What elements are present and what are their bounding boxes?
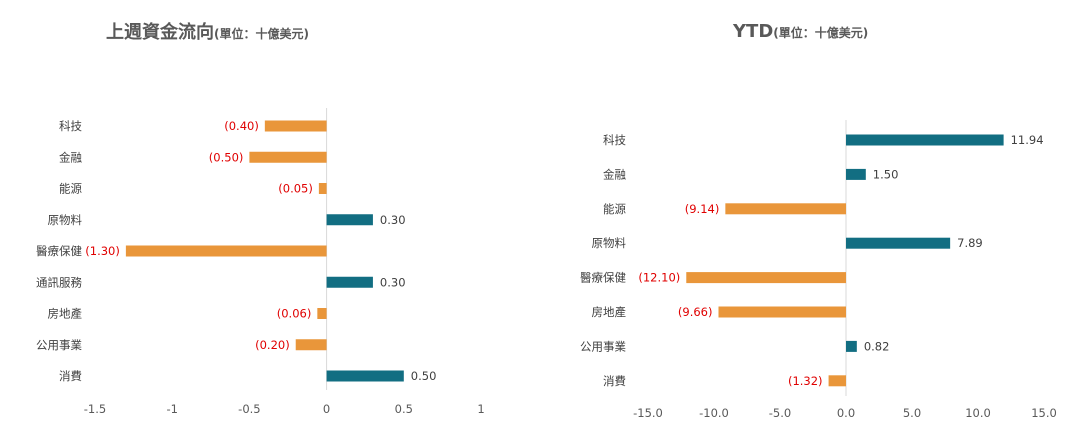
weekly-data-label: 0.50 [411, 369, 437, 383]
weekly-x-tick-label: 0 [323, 402, 330, 416]
weekly-bar [326, 276, 373, 288]
ytd-bar [725, 203, 846, 215]
weekly-x-tick-label: 0.5 [395, 402, 413, 416]
weekly-data-label: (0.20) [255, 338, 290, 352]
weekly-bar [249, 151, 327, 163]
weekly-category-label: 醫療保健 [36, 244, 82, 258]
ytd-category-label: 房地產 [592, 305, 627, 319]
ytd-bar [686, 272, 846, 284]
weekly-category-label: 房地產 [48, 307, 83, 321]
ytd-bar [846, 168, 866, 180]
weekly-category-label: 金融 [59, 150, 82, 164]
weekly-x-tick-label: 1 [477, 402, 484, 416]
ytd-data-label: (1.32) [788, 374, 823, 388]
weekly-bar [317, 308, 327, 319]
weekly-category-label: 公用事業 [36, 338, 82, 352]
ytd-category-label: 原物料 [592, 236, 627, 250]
ytd-chart-heading: YTD(單位：十億美元) [732, 21, 868, 42]
weekly-x-tick-label: -0.5 [238, 402, 260, 416]
ytd-data-label: 11.94 [1011, 133, 1044, 147]
weekly-data-label: (0.06) [277, 307, 312, 321]
weekly-data-label: (0.40) [224, 119, 259, 133]
ytd-chart-title: YTD [732, 21, 773, 42]
ytd-chart-unit: (單位：十億美元) [773, 25, 868, 40]
ytd-category-label: 消費 [603, 374, 626, 388]
weekly-bar [264, 120, 327, 132]
ytd-bar [718, 306, 846, 318]
weekly-data-label: 0.30 [380, 213, 406, 227]
ytd-category-label: 醫療保健 [580, 271, 626, 285]
weekly-flow-chart: 上週資金流向(單位：十億美元) -1.5 -1 -0.5 0 0.5 1 科技 (0.40) 金… [36, 21, 485, 416]
weekly-chart-heading: 上週資金流向(單位：十億美元) [106, 21, 309, 43]
ytd-category-label: 科技 [603, 133, 626, 147]
ytd-x-tick-label: 0.0 [837, 406, 855, 420]
ytd-x-tick-label: 15.0 [1031, 406, 1057, 420]
weekly-chart-title: 上週資金流向 [106, 21, 214, 43]
ytd-x-tick-label: 5.0 [903, 406, 921, 420]
weekly-chart-unit: (單位：十億美元) [214, 26, 309, 41]
weekly-data-label: (0.50) [209, 150, 244, 164]
weekly-category-label: 消費 [59, 369, 82, 383]
ytd-data-label: 1.50 [873, 167, 899, 181]
ytd-bar [846, 340, 857, 352]
ytd-data-label: 0.82 [864, 339, 890, 353]
ytd-x-tick-label: 10.0 [965, 406, 991, 420]
ytd-data-label: 7.89 [957, 236, 983, 250]
ytd-category-label: 金融 [603, 167, 626, 181]
ytd-flow-chart: YTD(單位：十億美元) -15.0 -10.0 -5.0 0.0 5.0 10.0 15.… [580, 21, 1057, 420]
weekly-bar [326, 214, 373, 226]
ytd-x-tick-label: -5.0 [769, 406, 791, 420]
weekly-plot-area: -1.5 -1 -0.5 0 0.5 1 科技 (0.40) 金融 (0.50) 能源 (0.05) 原… [36, 108, 485, 416]
ytd-x-tick-label: -10.0 [699, 406, 729, 420]
weekly-x-tick-label: -1 [166, 402, 177, 416]
ytd-plot-area: -15.0 -10.0 -5.0 0.0 5.0 10.0 15.0 科技 11.94 金融 1.5… [580, 120, 1057, 420]
ytd-bar [846, 237, 951, 249]
weekly-bar [318, 183, 327, 194]
ytd-bar [846, 134, 1004, 146]
ytd-x-tick-label: -15.0 [633, 406, 663, 420]
weekly-bar [326, 370, 404, 382]
weekly-data-label: (1.30) [85, 244, 120, 258]
weekly-category-label: 能源 [59, 182, 82, 196]
ytd-category-label: 公用事業 [580, 339, 626, 353]
weekly-data-label: 0.30 [380, 275, 406, 289]
weekly-category-label: 通訊服務 [36, 275, 82, 289]
ytd-data-label: (9.66) [678, 305, 713, 319]
weekly-category-label: 科技 [59, 119, 82, 133]
ytd-data-label: (9.14) [685, 202, 720, 216]
ytd-bar [828, 375, 846, 387]
weekly-data-label: (0.05) [278, 182, 313, 196]
weekly-category-label: 原物料 [48, 213, 83, 227]
weekly-bar [295, 339, 327, 351]
ytd-data-label: (12.10) [638, 271, 680, 285]
ytd-category-label: 能源 [603, 202, 626, 216]
weekly-bar [125, 245, 327, 257]
weekly-x-tick-label: -1.5 [84, 402, 106, 416]
